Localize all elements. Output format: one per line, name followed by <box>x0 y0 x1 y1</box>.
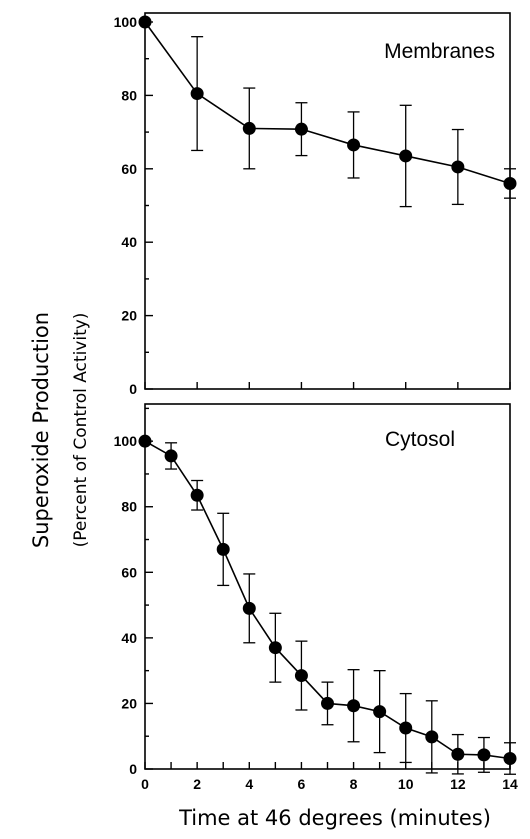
data-point <box>190 488 204 502</box>
data-point <box>294 669 308 683</box>
x-tick-label: 10 <box>398 776 414 792</box>
data-point <box>294 122 308 136</box>
data-point <box>503 176 517 190</box>
data-point <box>425 730 439 744</box>
x-tick-label: 14 <box>502 776 518 792</box>
data-point <box>503 752 517 766</box>
data-point <box>451 747 465 761</box>
x-tick-label: 12 <box>450 776 466 792</box>
x-tick-label: 2 <box>193 776 201 792</box>
panel-label: Membranes <box>384 40 495 63</box>
membranes-series-line <box>144 21 511 185</box>
x-tick-label: 4 <box>245 776 253 792</box>
data-point <box>399 149 413 163</box>
y-tick-label: 20 <box>121 308 137 324</box>
y-tick-label: 40 <box>121 630 137 646</box>
data-point <box>138 434 152 448</box>
y-tick-label: 40 <box>121 234 137 250</box>
x-axis-title: Time at 46 degrees (minutes) <box>178 806 491 830</box>
y-tick-label: 0 <box>129 381 137 397</box>
x-tick-label: 0 <box>141 776 149 792</box>
y-tick-label: 60 <box>121 161 137 177</box>
data-point <box>399 721 413 735</box>
y-tick-label: 60 <box>121 564 137 580</box>
data-point <box>216 542 230 556</box>
data-point <box>138 15 152 29</box>
y-tick-label: 0 <box>129 761 137 777</box>
data-point <box>451 160 465 174</box>
data-point <box>268 641 282 655</box>
data-point <box>321 696 334 710</box>
data-point <box>347 699 361 713</box>
x-tick-label: 8 <box>350 776 358 792</box>
data-point <box>373 705 387 719</box>
data-point <box>190 87 204 101</box>
data-point <box>347 138 361 152</box>
y-axis-titles: Superoxide Production (Percent of Contro… <box>29 312 91 548</box>
y-tick-label: 80 <box>121 499 137 515</box>
y-tick-label: 80 <box>121 87 137 103</box>
y-tick-label: 100 <box>114 14 138 30</box>
data-point <box>477 748 491 762</box>
membranes-panel: 0 20 40 60 80 100 Membranes <box>114 12 517 397</box>
x-tick-label: 6 <box>298 776 306 792</box>
y-axis-subtitle: (Percent of Control Activity) <box>71 313 91 548</box>
data-point <box>242 121 256 135</box>
cytosol-panel: 0 2 4 6 8 10 12 14 0 20 40 60 80 100 Cytosol <box>114 403 518 792</box>
y-tick-label: 100 <box>114 433 138 449</box>
plot-frame <box>144 12 511 390</box>
data-point <box>242 601 256 615</box>
y-axis-title: Superoxide Production <box>29 312 53 548</box>
y-tick-label: 20 <box>121 695 137 711</box>
panel-label: Cytosol <box>385 428 455 451</box>
data-point <box>164 449 178 463</box>
